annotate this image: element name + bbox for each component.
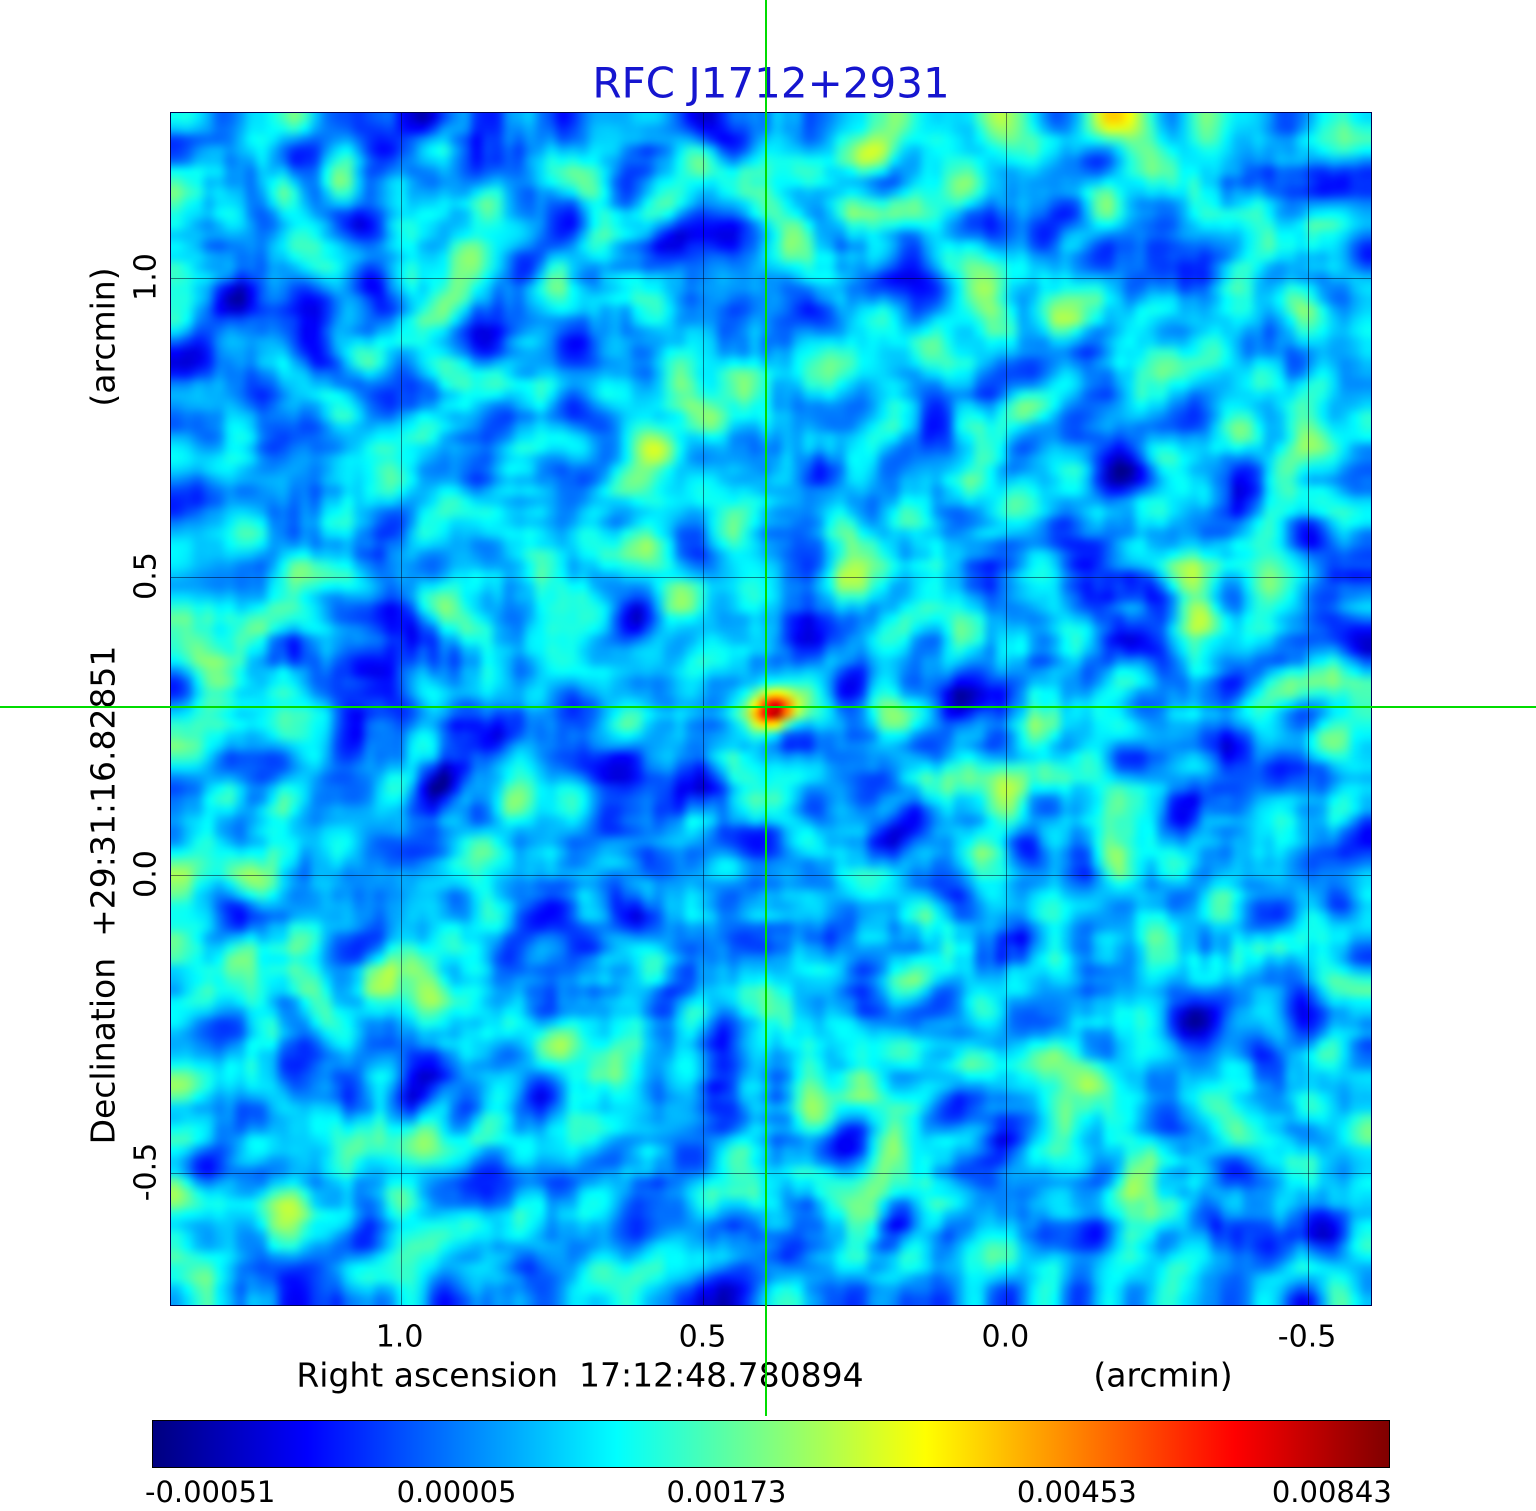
- y-tick-label: 1.0: [128, 252, 164, 301]
- crosshair-horizontal-line: [0, 705, 1536, 708]
- gridline-horizontal: [171, 277, 1371, 279]
- x-tick-label: 0.5: [678, 1319, 727, 1355]
- colorbar-tick-label: 0.00453: [1016, 1475, 1137, 1509]
- gridline-horizontal: [171, 874, 1371, 876]
- gridline-horizontal: [171, 1173, 1371, 1175]
- plot-title: RFC J1712+2931: [592, 58, 950, 108]
- x-axis-label: Right ascension 17:12:48.780894: [296, 1355, 864, 1395]
- y-tick-label: 0.5: [128, 552, 164, 601]
- x-axis-unit-label: (arcmin): [1093, 1355, 1233, 1395]
- y-axis-label: Declination +29:31:16.82851: [83, 645, 123, 1145]
- colorbar-tick-label: 0.00843: [1271, 1475, 1392, 1509]
- plot-area: [170, 112, 1372, 1306]
- y-axis-unit-label: (arcmin): [83, 267, 123, 407]
- gridline-horizontal: [171, 577, 1371, 579]
- gridline-vertical: [1308, 113, 1310, 1305]
- colorbar-tick-label: -0.00051: [144, 1475, 276, 1509]
- colorbar: [152, 1420, 1390, 1468]
- colorbar-tick-label: 0.00173: [666, 1475, 787, 1509]
- sky-heatmap-canvas: [171, 113, 1371, 1305]
- gridline-vertical: [703, 113, 705, 1305]
- x-tick-label: -0.5: [1277, 1319, 1337, 1355]
- y-tick-label: -0.5: [128, 1142, 164, 1202]
- x-tick-label: 0.0: [981, 1319, 1030, 1355]
- crosshair-vertical-line: [765, 0, 768, 1416]
- y-tick-label: 0.0: [128, 849, 164, 898]
- x-tick-label: 1.0: [375, 1319, 424, 1355]
- gridline-vertical: [1006, 113, 1008, 1305]
- colorbar-tick-label: 0.00005: [396, 1475, 517, 1509]
- gridline-vertical: [400, 113, 402, 1305]
